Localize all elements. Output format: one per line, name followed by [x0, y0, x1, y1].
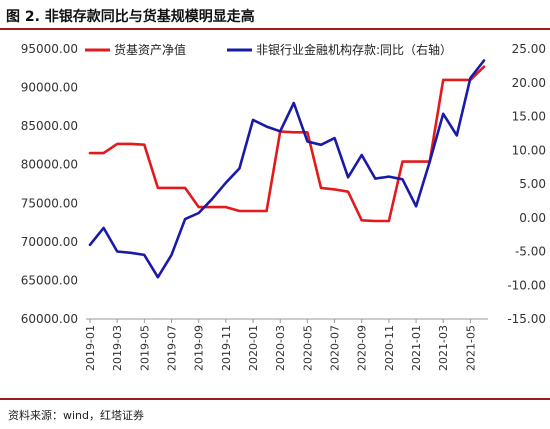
x-axis-ticks: 2019-01 2019-03 2019-05 2019-07 2019-09 2019-… — [84, 319, 477, 371]
series-line-money-fund — [88, 65, 486, 223]
x-tick-label: 2020-03 — [274, 325, 287, 371]
x-tick-label: 2019-03 — [111, 325, 124, 371]
x-tick-label: 2020-09 — [356, 325, 369, 371]
right-tick-label: 20.00 — [512, 76, 546, 90]
right-tick-label: 25.00 — [512, 42, 546, 56]
title-bar: 图 2. 非银存款同比与货基规模明显走高 — [0, 0, 550, 30]
right-tick-label: 15.00 — [512, 110, 546, 124]
left-tick-label: 65000.00 — [21, 273, 78, 287]
x-tick-label: 2019-09 — [193, 325, 206, 371]
x-tick-label: 2020-07 — [329, 325, 342, 371]
left-tick-label: 60000.00 — [21, 312, 78, 326]
left-tick-label: 95000.00 — [21, 42, 78, 56]
legend: 货基资产净值 非银行业金融机构存款:同比（右轴） — [85, 42, 452, 57]
source-note: 资料来源：wind，红塔证券 — [8, 409, 145, 422]
x-tick-label: 2019-07 — [166, 325, 179, 371]
right-tick-label: -15.00 — [507, 312, 546, 326]
series-lines — [88, 59, 486, 279]
right-tick-label: -5.00 — [515, 245, 546, 259]
right-axis-ticks: -15.00 -10.00 -5.00 0.00 5.00 10.00 15.00 20.00… — [507, 42, 546, 326]
x-tick-label: 2020-05 — [301, 325, 314, 371]
left-tick-label: 85000.00 — [21, 119, 78, 133]
x-tick-label: 2019-01 — [84, 325, 97, 371]
left-tick-label: 70000.00 — [21, 235, 78, 249]
legend-label-money-fund: 货基资产净值 — [114, 42, 186, 57]
left-tick-label: 90000.00 — [21, 81, 78, 95]
right-tick-label: 0.00 — [519, 211, 546, 225]
x-tick-label: 2019-05 — [138, 325, 151, 371]
x-tick-label: 2021-05 — [464, 325, 477, 371]
x-tick-label: 2020-01 — [247, 325, 260, 371]
figure-title: 图 2. 非银存款同比与货基规模明显走高 — [6, 9, 255, 25]
left-tick-label: 80000.00 — [21, 158, 78, 172]
left-tick-label: 75000.00 — [21, 196, 78, 210]
chart: 60000.00 65000.00 70000.00 75000.00 80000.00… — [21, 42, 546, 371]
legend-label-nonbank-deposits: 非银行业金融机构存款:同比（右轴） — [256, 42, 452, 57]
series-line-nonbank-deposits — [88, 59, 486, 279]
source-bar: 资料来源：wind，红塔证券 — [0, 398, 550, 429]
right-tick-label: -10.00 — [507, 278, 546, 292]
right-tick-label: 5.00 — [519, 177, 546, 191]
x-tick-label: 2021-01 — [410, 325, 423, 371]
x-tick-label: 2021-03 — [437, 325, 450, 371]
x-tick-label: 2019-11 — [220, 325, 233, 371]
x-tick-label: 2020-11 — [383, 325, 396, 371]
right-tick-label: 10.00 — [512, 143, 546, 157]
left-axis-ticks: 60000.00 65000.00 70000.00 75000.00 80000.00… — [21, 42, 78, 326]
